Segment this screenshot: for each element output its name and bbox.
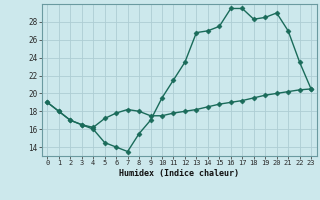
- X-axis label: Humidex (Indice chaleur): Humidex (Indice chaleur): [119, 169, 239, 178]
